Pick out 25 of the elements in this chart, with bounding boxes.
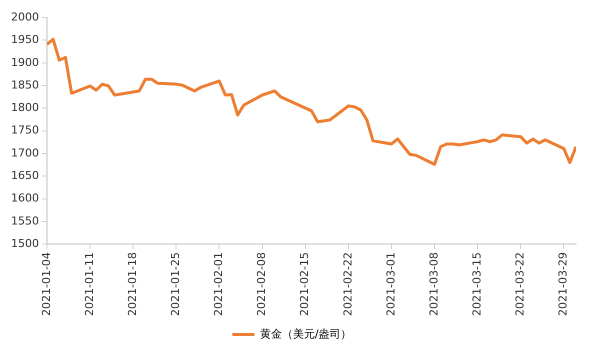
x-tick-label: 2021-01-04 [40,252,53,316]
y-tick-label: 1850 [10,78,39,92]
y-tick-label: 1500 [10,236,39,250]
x-tick-label: 2021-01-25 [169,252,182,316]
x-tick-label: 2021-03-29 [556,252,570,316]
x-tick-label: 2021-01-18 [126,252,139,316]
y-tick-label: 1950 [10,33,39,46]
y-tick-label: 1800 [10,101,39,114]
y-tick-label: 1600 [10,192,39,205]
x-tick-label: 2021-01-11 [82,252,96,316]
y-tick-label: 1900 [10,56,39,69]
y-tick-label: 1700 [10,146,39,160]
x-tick-label: 2021-02-01 [212,252,226,316]
x-tick-label: 2021-02-08 [255,252,268,316]
y-tick-label: 1650 [10,168,39,182]
legend-label: 黄金（美元/盎司） [260,327,352,340]
x-tick-label: 2021-02-22 [341,252,354,316]
y-tick-label: 1750 [10,124,39,137]
x-tick-label: 2021-03-15 [470,252,484,316]
x-tick-label: 2021-03-22 [514,252,526,316]
x-tick-label: 2021-02-15 [298,252,312,316]
x-tick-label: 2021-03-01 [384,252,398,316]
y-tick-label: 2000 [10,10,39,24]
y-tick-label: 1550 [10,214,39,228]
x-tick-label: 2021-03-08 [427,252,440,316]
